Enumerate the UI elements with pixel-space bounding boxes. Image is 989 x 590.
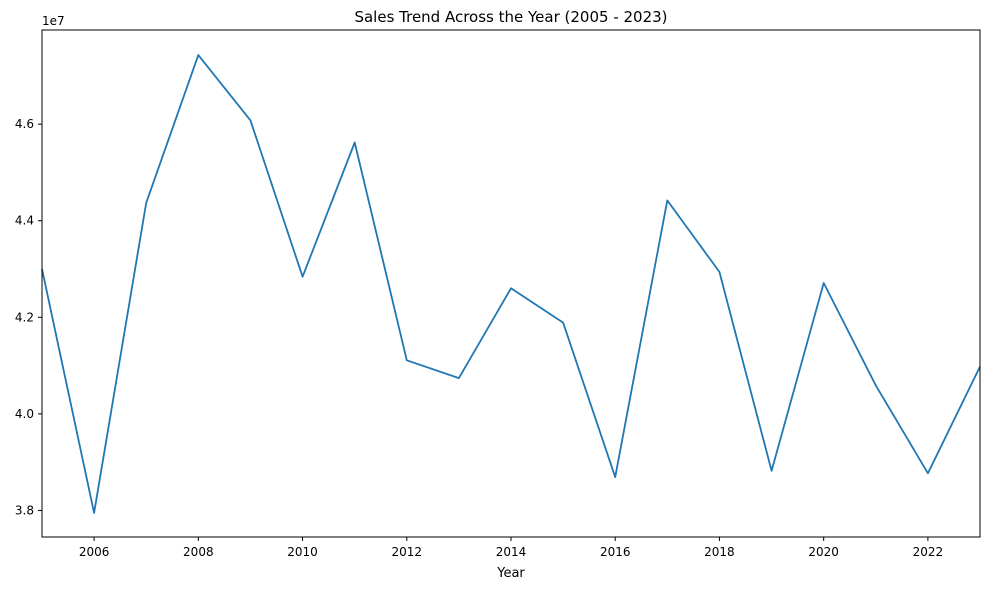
y-tick-label: 4.0 bbox=[15, 407, 34, 421]
y-tick-label: 4.4 bbox=[15, 214, 34, 228]
chart-title: Sales Trend Across the Year (2005 - 2023… bbox=[354, 8, 667, 26]
x-axis-label: Year bbox=[496, 566, 525, 581]
x-tick-label: 2016 bbox=[600, 545, 631, 559]
y-tick-label: 4.6 bbox=[15, 117, 34, 131]
plot-lines bbox=[41, 54, 981, 514]
y-offset-label: 1e7 bbox=[42, 14, 65, 28]
x-tick-label: 2008 bbox=[183, 545, 214, 559]
y-tick-label: 3.8 bbox=[15, 503, 34, 517]
x-tick-label: 2014 bbox=[496, 545, 527, 559]
x-tick-label: 2010 bbox=[287, 545, 318, 559]
x-tick-label: 2020 bbox=[808, 545, 839, 559]
y-tick-label: 4.2 bbox=[15, 310, 34, 324]
x-tick-label: 2006 bbox=[79, 545, 110, 559]
plot-area-frame bbox=[41, 29, 981, 538]
x-tick-label: 2018 bbox=[704, 545, 735, 559]
y-axis-ticks: 3.8 4.0 4.2 4.4 4.6 bbox=[15, 117, 42, 517]
x-tick-label: 2022 bbox=[913, 545, 944, 559]
x-tick-label: 2012 bbox=[392, 545, 423, 559]
x-axis-ticks: 2006 2008 2010 2012 2014 2016 2018 2020 2022 bbox=[79, 537, 943, 559]
sales-series-line bbox=[41, 54, 981, 514]
